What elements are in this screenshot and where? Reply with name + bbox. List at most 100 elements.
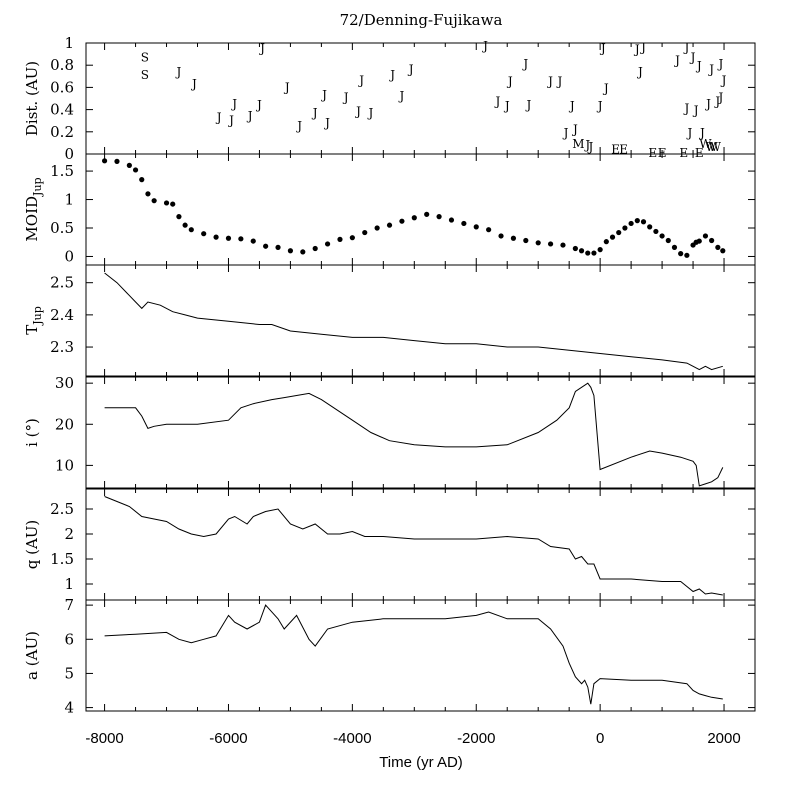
encounter-marker: J	[555, 75, 562, 89]
encounter-marker: J	[704, 97, 711, 111]
panel-frame	[85, 376, 756, 489]
encounter-marker: J	[695, 59, 702, 73]
panel-q: 1 1.5 2 2.5 q (AU)	[23, 488, 756, 601]
series-line-a	[104, 604, 723, 705]
encounter-marker: J	[323, 116, 330, 130]
encounter-marker: J	[689, 50, 696, 64]
moid-point	[473, 224, 479, 230]
panel-incl: 10 20 30 i (°)	[23, 374, 756, 489]
y-axis-label-main: T	[23, 325, 41, 335]
moid-point	[640, 219, 647, 225]
encounter-marker: J	[673, 54, 680, 68]
moid-point	[510, 235, 517, 241]
encounter-marker: J	[367, 106, 374, 120]
y-tick-label: 1	[64, 34, 74, 52]
y-tick-label: 2	[64, 525, 74, 543]
y-tick-label: 1.5	[50, 550, 74, 568]
moid-point	[628, 220, 634, 227]
encounter-marker: J	[639, 40, 646, 54]
moid-point	[132, 167, 139, 173]
moid-point	[424, 211, 430, 217]
y-tick-label: 2.4	[50, 306, 74, 324]
encounter-marker: J	[481, 39, 488, 53]
y-tick-label: 4	[64, 699, 74, 717]
encounter-marker: J	[190, 77, 197, 91]
moid-point	[182, 222, 188, 228]
y-axis-label-main: q (AU)	[23, 520, 41, 570]
encounter-marker: J	[255, 98, 262, 112]
y-axis-label: q (AU)	[23, 520, 41, 570]
moid-point	[597, 247, 603, 253]
encounter-marker: E	[611, 142, 620, 156]
encounter-marker: J	[524, 98, 531, 112]
encounter-marker: S	[141, 68, 149, 82]
moid-point	[114, 158, 120, 164]
y-tick-label: 5	[64, 664, 74, 682]
encounter-marker: J	[546, 75, 553, 89]
moid-point	[411, 215, 417, 221]
panel-frame	[85, 42, 756, 155]
y-axis-label: a (AU)	[23, 631, 41, 680]
y-axis-label-sub: Jup	[31, 306, 44, 326]
encounter-marker: J	[717, 90, 724, 104]
y-tick-label: 2.5	[50, 274, 74, 292]
y-axis-label: TJup	[23, 306, 44, 335]
encounter-marker: J	[295, 119, 302, 133]
encounter-marker: J	[692, 104, 699, 118]
encounter-marker: J	[698, 126, 705, 140]
encounter-marker: J	[562, 126, 569, 140]
x-tick-label: 0	[596, 730, 604, 747]
y-tick-label: 2.5	[50, 500, 74, 518]
y-axis-label: Dist. (AU)	[23, 61, 41, 136]
y-tick-label: 0.5	[50, 219, 74, 237]
encounter-marker: E	[679, 146, 688, 160]
moid-point	[647, 224, 653, 230]
moid-point	[616, 229, 622, 236]
moid-point	[399, 218, 405, 224]
encounter-marker: J	[354, 105, 361, 119]
moid-point	[696, 238, 702, 244]
moid-point	[374, 225, 380, 231]
panel-moid: 0 0.5 1 1.5 MOIDJup	[23, 153, 756, 266]
y-axis-label: i (°)	[23, 418, 41, 447]
moid-point	[572, 245, 578, 252]
moid-point	[709, 237, 715, 244]
moid-point	[603, 239, 609, 245]
y-axis-label-main: Dist. (AU)	[23, 61, 41, 136]
moid-point	[250, 238, 256, 244]
x-tick-label: -2000	[457, 730, 495, 747]
x-tick-label: -8000	[85, 730, 123, 747]
encounter-marker: J	[357, 74, 364, 88]
moid-point	[591, 250, 597, 256]
y-tick-label: 0.6	[50, 78, 74, 96]
y-axis-label-main: MOID	[23, 196, 41, 242]
encounter-marker: J	[215, 110, 222, 124]
moid-point	[585, 250, 591, 256]
encounter-marker: E	[695, 146, 704, 160]
moid-point	[145, 191, 151, 197]
moid-point	[560, 242, 566, 248]
moid-point	[312, 245, 318, 252]
moid-point	[498, 233, 504, 239]
y-tick-label: 1	[64, 575, 74, 593]
encounter-marker: J	[633, 43, 640, 57]
encounter-marker: E	[658, 146, 667, 160]
x-tick-label: -6000	[209, 730, 247, 747]
moid-point	[238, 236, 244, 242]
encounter-marker: J	[503, 99, 510, 113]
moid-point	[486, 227, 492, 233]
moid-point	[362, 229, 368, 236]
moid-point	[622, 225, 628, 231]
series-line-tjup	[104, 272, 723, 371]
y-axis-label-main: i (°)	[23, 418, 41, 447]
chart-title: 72/Denning-Fujikawa	[340, 11, 503, 29]
moid-point	[126, 162, 132, 168]
encounter-marker: J	[599, 41, 606, 55]
y-tick-label: 10	[55, 456, 74, 474]
encounter-marker: J	[311, 106, 318, 120]
encounter-marker: M	[572, 137, 584, 151]
encounter-marker: J	[602, 81, 609, 95]
